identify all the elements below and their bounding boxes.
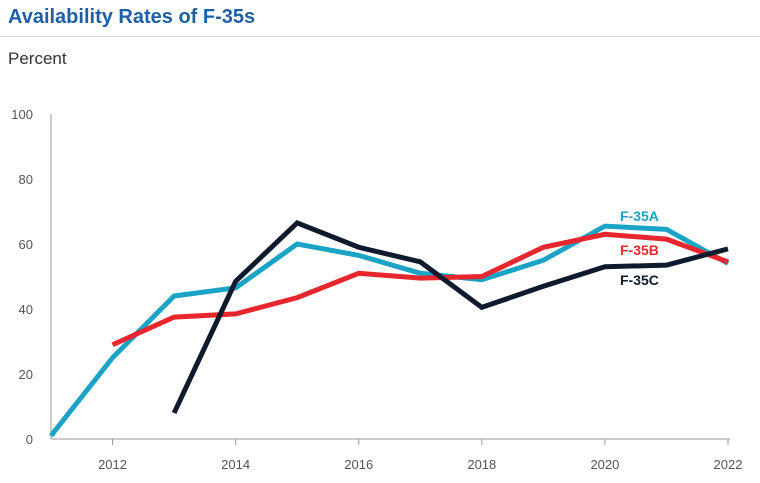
x-tick-label: 2014 [221,457,250,472]
series-line-f-35a [49,223,730,438]
title-divider [0,36,760,37]
series-label-f-35c: F-35C [620,272,659,288]
series-line-f-35c [171,219,729,415]
y-tick-label: 100 [11,107,33,122]
x-tick-label: 2022 [714,457,743,472]
y-tick-label: 80 [19,172,33,187]
series-label-f-35a: F-35A [620,208,659,224]
y-tick-label: 40 [19,302,33,317]
x-tick-label: 2016 [344,457,373,472]
x-tick-label: 2018 [467,457,496,472]
series-line-f-35b [111,231,729,348]
y-tick-label: 20 [19,367,33,382]
series-label-f-35b: F-35B [620,242,659,258]
chart-title: Availability Rates of F-35s [8,6,256,28]
x-tick-label: 2020 [590,457,619,472]
y-tick-label: 0 [26,432,33,447]
y-tick-label: 60 [19,237,33,252]
y-axis-label: Percent [8,49,67,68]
x-tick-label: 2012 [98,457,127,472]
